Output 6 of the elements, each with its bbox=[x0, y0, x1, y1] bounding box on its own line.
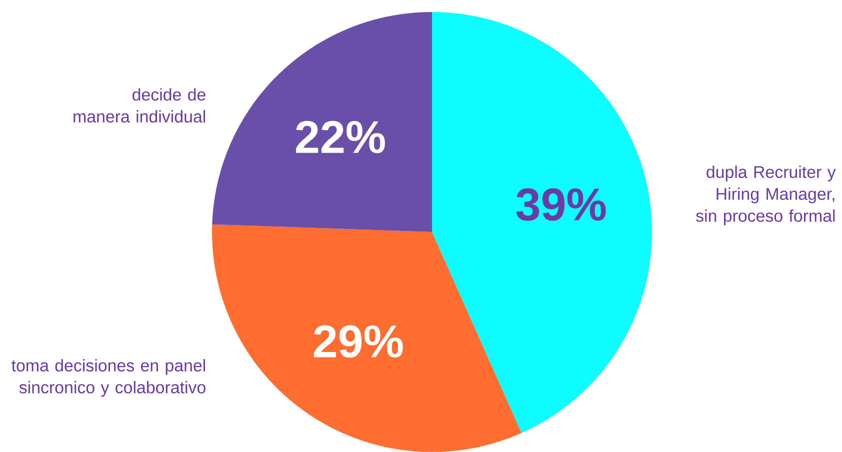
slice-label: dupla Recruiter y Hiring Manager, sin proceso formal bbox=[696, 166, 836, 226]
data-label: 22% bbox=[296, 120, 385, 154]
data-label: 29% bbox=[314, 325, 403, 358]
slice-label: decide de manera individual bbox=[74, 88, 206, 123]
data-label: 39% bbox=[516, 188, 606, 221]
slice-label: toma decisiones en panel sincronico y colaborativo bbox=[12, 359, 206, 397]
